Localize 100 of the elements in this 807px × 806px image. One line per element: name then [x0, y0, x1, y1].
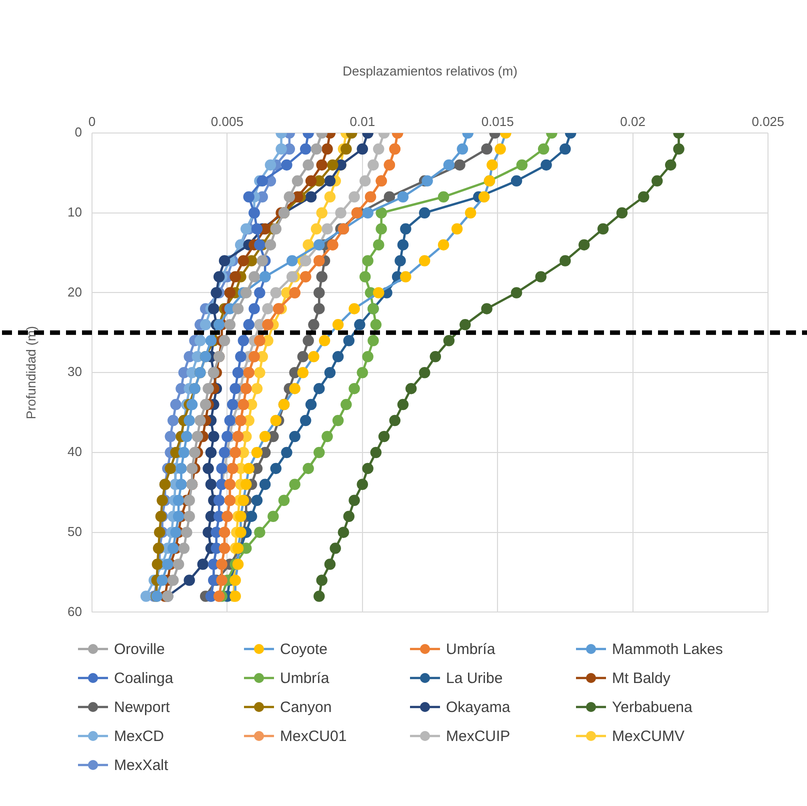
point	[156, 494, 168, 506]
point	[254, 366, 266, 378]
point	[238, 255, 250, 266]
point	[378, 430, 390, 442]
point	[443, 335, 455, 346]
x-axis-title: Desplazamientos relativos (m)	[342, 63, 518, 78]
point	[481, 303, 492, 314]
point	[340, 398, 352, 410]
point	[451, 223, 463, 234]
point	[308, 319, 320, 330]
x-tick-label: 0.025	[752, 114, 784, 129]
point	[302, 462, 314, 474]
point	[373, 287, 384, 298]
point	[230, 382, 241, 394]
point	[251, 223, 263, 234]
point	[324, 366, 336, 378]
point	[232, 303, 244, 314]
point	[176, 478, 187, 490]
point	[259, 430, 271, 442]
point	[302, 335, 314, 346]
point	[324, 175, 336, 187]
point	[167, 414, 179, 426]
point	[597, 223, 609, 234]
x-tick-label: 0.005	[210, 114, 244, 129]
point	[356, 143, 368, 155]
point	[178, 446, 190, 458]
point	[454, 159, 466, 171]
point	[232, 542, 244, 554]
y-tick-label: 0	[74, 124, 82, 140]
point	[362, 351, 374, 362]
point	[238, 335, 250, 346]
point	[308, 351, 320, 362]
point	[422, 175, 433, 187]
point	[197, 558, 208, 570]
point	[362, 207, 374, 218]
point	[222, 430, 233, 442]
point	[397, 191, 409, 203]
point	[254, 526, 266, 538]
point	[162, 558, 174, 570]
point	[456, 143, 468, 155]
point	[430, 351, 442, 362]
point	[218, 255, 230, 266]
point	[224, 319, 236, 330]
point	[373, 143, 384, 155]
point	[264, 159, 276, 171]
point	[292, 175, 304, 187]
point	[300, 414, 312, 426]
y-axis-title: Profundidad (m)	[23, 326, 38, 420]
legend-label: MexCD	[114, 728, 164, 744]
legend-label: MexCU01	[280, 728, 347, 744]
point	[438, 239, 450, 250]
point	[652, 175, 663, 187]
legend-label: Yerbabuena	[612, 698, 692, 716]
point	[673, 143, 684, 155]
point	[178, 542, 190, 554]
point	[172, 494, 184, 506]
point	[270, 414, 282, 426]
point	[248, 271, 260, 282]
point	[176, 462, 187, 474]
point	[316, 159, 328, 171]
legend-label: Oroville	[114, 640, 165, 658]
x-tick-label: 0.015	[481, 114, 514, 129]
point	[218, 335, 230, 346]
point	[181, 526, 192, 538]
point	[240, 287, 252, 298]
point	[286, 271, 298, 282]
point	[172, 558, 184, 570]
point	[418, 255, 430, 266]
point	[578, 239, 590, 250]
point	[302, 239, 314, 250]
point	[538, 143, 550, 155]
point	[540, 159, 552, 171]
point	[246, 510, 258, 522]
point	[310, 223, 322, 234]
point	[362, 255, 374, 266]
y-tick-label: 60	[68, 604, 82, 619]
point	[289, 382, 300, 394]
legend-label: Newport	[114, 698, 170, 716]
point	[332, 319, 344, 330]
point	[359, 175, 371, 187]
point	[310, 143, 322, 155]
point	[368, 335, 379, 346]
point	[438, 191, 450, 203]
point	[184, 494, 195, 506]
legend-label: Mammoth Lakes	[612, 640, 723, 658]
point	[322, 430, 333, 442]
legend-label: Coalinga	[114, 670, 174, 686]
point	[264, 239, 276, 250]
legend-label: Coyote	[280, 640, 328, 658]
point	[368, 159, 379, 171]
legend-label: MexCUIP	[446, 728, 510, 744]
point	[400, 271, 412, 282]
point	[192, 430, 204, 442]
point	[314, 287, 325, 298]
point	[224, 414, 236, 426]
point	[300, 255, 312, 266]
point	[316, 207, 328, 218]
point	[376, 223, 387, 234]
point	[230, 271, 241, 282]
point	[262, 303, 274, 314]
